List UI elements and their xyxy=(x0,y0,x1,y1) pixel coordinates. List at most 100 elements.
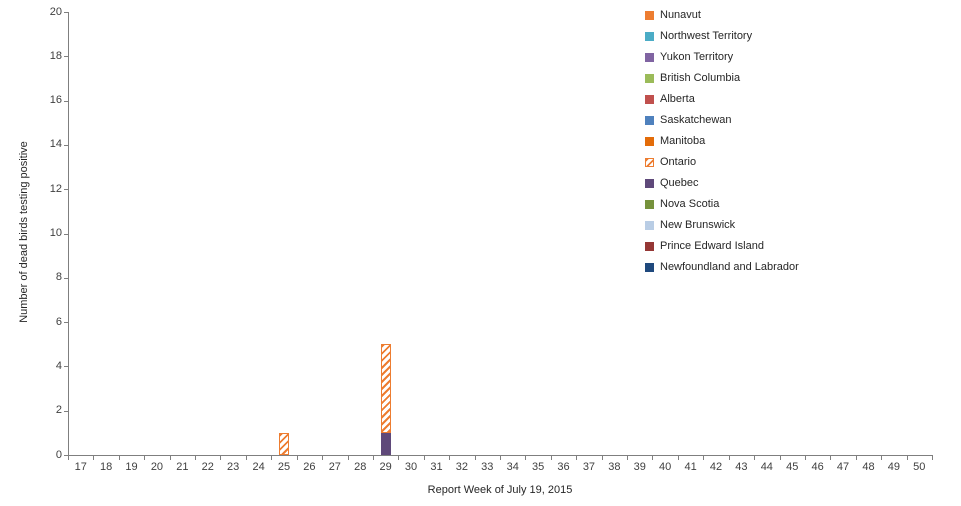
x-tick-mark xyxy=(754,456,756,460)
legend-swatch-icon xyxy=(645,74,654,83)
x-tick-label: 43 xyxy=(735,461,748,473)
x-tick-label: 40 xyxy=(659,461,672,473)
legend-swatch-icon xyxy=(645,95,654,104)
legend: Nunavut Northwest Territory Yukon Territor… xyxy=(645,10,799,273)
x-tick-label: 44 xyxy=(760,461,773,473)
legend-label: New Brunswick xyxy=(660,219,736,231)
y-tick-label: 12 xyxy=(49,182,62,195)
x-tick-mark xyxy=(627,456,629,460)
legend-item-new-brunswick: New Brunswick xyxy=(645,220,799,231)
legend-swatch-icon xyxy=(645,200,654,209)
legend-label: Newfoundland and Labrador xyxy=(660,261,799,273)
y-tick-label: 2 xyxy=(55,404,62,417)
x-tick-mark xyxy=(220,456,222,460)
legend-swatch-icon xyxy=(645,263,654,272)
plot-area xyxy=(68,12,933,456)
x-tick-mark xyxy=(68,456,69,460)
legend-label: Yukon Territory xyxy=(660,51,734,63)
y-tick-label: 10 xyxy=(49,227,62,239)
x-tick-label: 45 xyxy=(786,461,799,473)
x-tick-mark xyxy=(169,456,171,460)
y-tick-mark xyxy=(64,277,68,279)
x-tick-label: 25 xyxy=(277,461,291,473)
y-tick-label: 6 xyxy=(55,315,62,328)
x-tick-label: 37 xyxy=(582,461,596,473)
x-tick-label: 19 xyxy=(125,461,138,473)
x-tick-mark xyxy=(398,456,400,460)
x-tick-mark xyxy=(881,456,883,460)
x-tick-label: 31 xyxy=(430,461,443,473)
x-tick-mark xyxy=(677,456,679,460)
legend-item-manitoba: Manitoba xyxy=(645,136,799,147)
bar-segment-ontario-week-25 xyxy=(279,432,289,455)
y-tick-mark xyxy=(64,100,68,102)
x-tick-mark xyxy=(449,456,451,460)
legend-item-nova-scotia: Nova Scotia xyxy=(645,199,799,210)
x-tick-label: 38 xyxy=(608,461,621,473)
legend-label: British Columbia xyxy=(660,72,741,84)
x-tick-label: 20 xyxy=(150,461,164,473)
legend-swatch-icon xyxy=(645,158,654,167)
x-tick-mark xyxy=(372,456,374,460)
legend-swatch-icon xyxy=(645,242,654,251)
legend-item-newfoundland-and-labrador: Newfoundland and Labrador xyxy=(645,262,799,273)
legend-swatch-icon xyxy=(645,137,654,146)
x-tick-mark xyxy=(830,456,832,460)
x-tick-mark xyxy=(93,456,95,460)
legend-item-nunavut: Nunavut xyxy=(645,10,799,21)
x-tick-mark xyxy=(779,456,781,460)
x-tick-mark xyxy=(525,456,527,460)
x-tick-label: 33 xyxy=(481,461,494,473)
legend-item-alberta: Alberta xyxy=(645,94,799,105)
x-tick-label: 17 xyxy=(74,461,87,473)
x-tick-label: 26 xyxy=(303,461,316,473)
y-tick-mark xyxy=(64,455,68,456)
x-tick-mark xyxy=(804,456,806,460)
x-tick-label: 47 xyxy=(836,461,850,473)
bar-segment-ontario-week-29 xyxy=(380,344,391,433)
x-tick-mark xyxy=(703,456,705,460)
y-axis-title: Number of dead birds testing positive xyxy=(18,141,30,323)
x-tick-label: 28 xyxy=(354,461,367,473)
x-tick-mark xyxy=(728,456,730,460)
x-tick-label: 49 xyxy=(887,461,900,473)
legend-label: Prince Edward Island xyxy=(660,240,764,252)
legend-swatch-icon xyxy=(645,179,654,188)
x-tick-mark xyxy=(550,456,552,460)
x-tick-label: 46 xyxy=(811,461,824,473)
y-tick-label: 16 xyxy=(49,94,62,107)
x-tick-label: 21 xyxy=(176,461,189,473)
legend-item-yukon-territory: Yukon Territory xyxy=(645,52,799,63)
legend-swatch-icon xyxy=(645,53,654,62)
x-axis-title: Report Week of July 19, 2015 xyxy=(427,484,573,496)
y-tick-mark xyxy=(64,12,68,13)
y-tick-mark xyxy=(64,322,68,324)
legend-item-british-columbia: British Columbia xyxy=(645,73,799,84)
x-tick-label: 50 xyxy=(913,461,926,473)
legend-swatch-icon xyxy=(645,11,654,20)
y-tick-label: 18 xyxy=(49,49,62,62)
x-tick-mark xyxy=(322,456,324,460)
x-tick-mark xyxy=(423,456,425,460)
x-tick-mark xyxy=(576,456,578,460)
x-tick-mark xyxy=(347,456,349,460)
x-tick-label: 36 xyxy=(557,461,570,473)
x-tick-label: 24 xyxy=(252,461,265,473)
y-tick-label: 0 xyxy=(55,448,62,461)
y-tick-mark xyxy=(64,144,68,146)
x-tick-label: 39 xyxy=(633,461,646,473)
x-tick-label: 27 xyxy=(328,461,341,473)
x-tick-mark xyxy=(245,456,247,460)
x-tick-mark xyxy=(296,456,298,460)
x-tick-label: 32 xyxy=(455,461,468,473)
bar-segment-quebec-week-29 xyxy=(380,432,391,455)
y-tick-mark xyxy=(64,56,68,58)
x-tick-mark xyxy=(652,456,654,460)
y-tick-mark xyxy=(64,410,68,412)
x-tick-mark xyxy=(474,456,476,460)
legend-item-northwest-territory: Northwest Territory xyxy=(645,31,799,42)
legend-swatch-icon xyxy=(645,221,654,230)
y-tick-mark xyxy=(64,233,68,235)
y-tick-label: 4 xyxy=(55,359,62,372)
y-tick-label: 14 xyxy=(49,138,62,151)
